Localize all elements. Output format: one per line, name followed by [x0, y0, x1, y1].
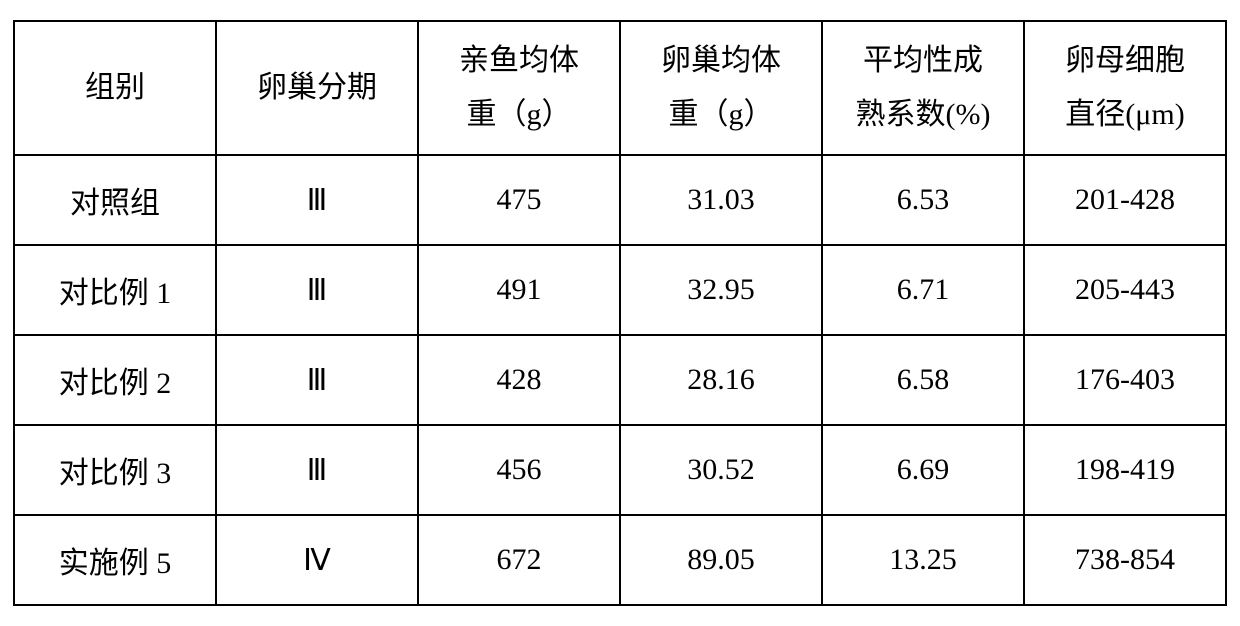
- cell-group: 对比例 1: [14, 245, 216, 335]
- table-row: 实施例 5 Ⅳ 672 89.05 13.25 738-854: [14, 515, 1226, 605]
- cell-stage: Ⅲ: [216, 335, 418, 425]
- cell-parent-weight: 475: [418, 155, 620, 245]
- cell-group: 对比例 2: [14, 335, 216, 425]
- col-header-ovary-stage: 卵巢分期: [216, 21, 418, 155]
- cell-parent-weight: 491: [418, 245, 620, 335]
- cell-ovary-weight: 32.95: [620, 245, 822, 335]
- table-row: 对比例 2 Ⅲ 428 28.16 6.58 176-403: [14, 335, 1226, 425]
- cell-parent-weight: 428: [418, 335, 620, 425]
- col-header-parent-weight: 亲鱼均体重（g）: [418, 21, 620, 155]
- col-header-oocyte-diameter: 卵母细胞直径(μm): [1024, 21, 1226, 155]
- cell-stage: Ⅳ: [216, 515, 418, 605]
- cell-diameter: 198-419: [1024, 425, 1226, 515]
- cell-ovary-weight: 30.52: [620, 425, 822, 515]
- cell-maturity: 6.53: [822, 155, 1024, 245]
- table-row: 对比例 1 Ⅲ 491 32.95 6.71 205-443: [14, 245, 1226, 335]
- cell-maturity: 6.69: [822, 425, 1024, 515]
- cell-ovary-weight: 28.16: [620, 335, 822, 425]
- cell-diameter: 201-428: [1024, 155, 1226, 245]
- cell-stage: Ⅲ: [216, 155, 418, 245]
- col-header-group: 组别: [14, 21, 216, 155]
- cell-diameter: 205-443: [1024, 245, 1226, 335]
- cell-maturity: 13.25: [822, 515, 1024, 605]
- table-row: 对比例 3 Ⅲ 456 30.52 6.69 198-419: [14, 425, 1226, 515]
- cell-group: 对照组: [14, 155, 216, 245]
- header-row: 组别 卵巢分期 亲鱼均体重（g） 卵巢均体重（g） 平均性成熟系数(%) 卵母细…: [14, 21, 1226, 155]
- cell-diameter: 738-854: [1024, 515, 1226, 605]
- col-header-ovary-weight: 卵巢均体重（g）: [620, 21, 822, 155]
- cell-diameter: 176-403: [1024, 335, 1226, 425]
- cell-stage: Ⅲ: [216, 245, 418, 335]
- cell-ovary-weight: 89.05: [620, 515, 822, 605]
- col-header-maturity: 平均性成熟系数(%): [822, 21, 1024, 155]
- cell-maturity: 6.58: [822, 335, 1024, 425]
- cell-stage: Ⅲ: [216, 425, 418, 515]
- cell-ovary-weight: 31.03: [620, 155, 822, 245]
- cell-maturity: 6.71: [822, 245, 1024, 335]
- cell-parent-weight: 672: [418, 515, 620, 605]
- data-table: 组别 卵巢分期 亲鱼均体重（g） 卵巢均体重（g） 平均性成熟系数(%) 卵母细…: [13, 20, 1227, 606]
- cell-group: 对比例 3: [14, 425, 216, 515]
- cell-group: 实施例 5: [14, 515, 216, 605]
- cell-parent-weight: 456: [418, 425, 620, 515]
- table-row: 对照组 Ⅲ 475 31.03 6.53 201-428: [14, 155, 1226, 245]
